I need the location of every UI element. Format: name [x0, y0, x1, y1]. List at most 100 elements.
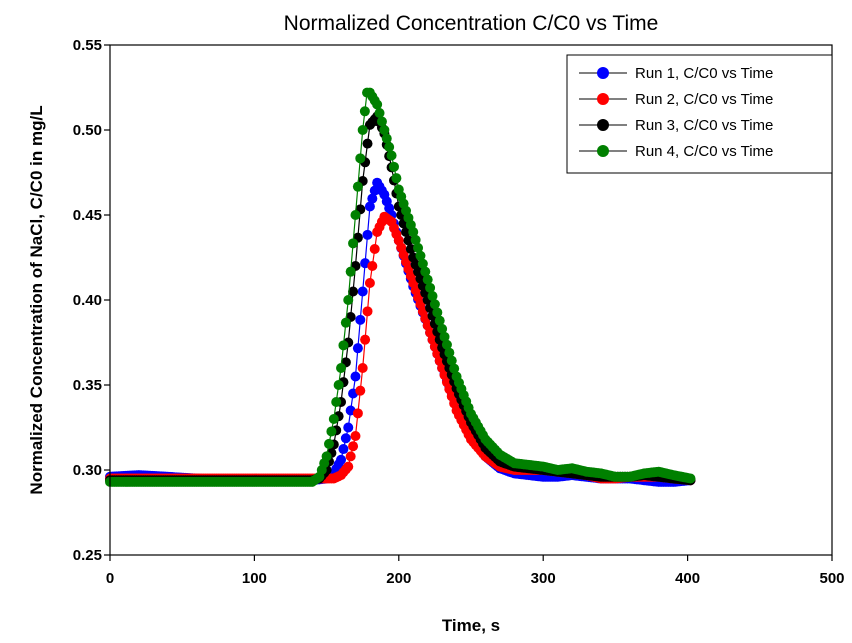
x-tick-label: 500 — [819, 570, 844, 587]
data-point — [345, 266, 356, 277]
legend-label: Run 1, C/C0 vs Time — [635, 65, 773, 82]
x-tick-label: 400 — [675, 570, 700, 587]
data-point — [367, 261, 378, 271]
data-point — [362, 229, 373, 240]
legend: Run 1, C/C0 vs Time Run 2, C/C0 vs Time Ru… — [566, 54, 833, 174]
legend-item: Run 2, C/C0 vs Time — [579, 91, 773, 108]
data-point — [331, 397, 342, 407]
series-4 — [105, 87, 696, 487]
series-2 — [105, 211, 696, 486]
data-point — [427, 291, 438, 302]
data-point — [355, 314, 366, 325]
data-point — [413, 242, 424, 253]
legend-item: Run 4, C/C0 vs Time — [579, 143, 773, 160]
y-tick-label: 0.55 — [73, 37, 102, 54]
data-point — [685, 473, 696, 484]
data-point — [376, 116, 387, 127]
legend-label: Run 2, C/C0 vs Time — [635, 91, 773, 108]
data-point — [340, 433, 351, 444]
data-point — [357, 363, 368, 373]
data-point — [343, 461, 354, 472]
data-point — [352, 408, 363, 419]
data-point — [415, 250, 426, 261]
legend-marker — [597, 119, 609, 131]
series-line — [109, 181, 691, 483]
legend-item: Run 3, C/C0 vs Time — [579, 117, 773, 134]
data-point — [425, 282, 436, 293]
data-point — [350, 431, 361, 441]
y-tick-label: 0.30 — [73, 462, 102, 479]
data-point — [326, 426, 337, 437]
data-point — [381, 133, 392, 144]
x-axis-label: Time, s — [442, 616, 500, 635]
legend-item: Run 1, C/C0 vs Time — [579, 65, 773, 82]
y-tick-label: 0.35 — [73, 377, 102, 394]
data-point — [355, 385, 366, 396]
data-point — [403, 235, 414, 246]
data-point — [336, 363, 347, 373]
data-point — [350, 210, 361, 220]
data-point — [357, 125, 368, 135]
data-point — [348, 286, 359, 297]
data-point — [369, 244, 380, 254]
data-point — [364, 201, 375, 212]
legend-marker — [597, 145, 609, 157]
data-point — [388, 161, 399, 172]
data-point — [340, 317, 351, 328]
x-tick-label: 0 — [106, 570, 114, 587]
legend-label: Run 3, C/C0 vs Time — [635, 117, 773, 134]
data-point — [391, 173, 402, 184]
data-point — [343, 295, 354, 305]
data-point — [345, 451, 356, 462]
y-tick-label: 0.45 — [73, 207, 102, 224]
data-point — [362, 306, 373, 317]
data-point — [352, 181, 363, 192]
data-point — [338, 444, 349, 455]
legend-box — [566, 54, 833, 174]
data-point — [437, 323, 448, 334]
data-point — [348, 238, 359, 249]
data-point — [446, 355, 457, 366]
data-point — [359, 106, 370, 117]
data-point — [333, 380, 344, 390]
y-axis-label: Normalized Concentration of NaCl, C/C0 i… — [27, 105, 46, 494]
data-point — [449, 363, 460, 374]
data-point — [401, 227, 412, 237]
data-point — [355, 153, 366, 164]
data-point — [336, 454, 347, 465]
data-point — [429, 299, 440, 310]
x-tick-label: 200 — [386, 570, 411, 587]
data-point — [348, 441, 359, 452]
data-point — [352, 343, 363, 354]
data-point — [444, 347, 455, 358]
legend-label: Run 4, C/C0 vs Time — [635, 143, 773, 160]
legend-marker — [597, 67, 609, 79]
data-point — [420, 266, 431, 277]
x-tick-label: 300 — [531, 570, 556, 587]
data-point — [338, 340, 349, 351]
axis-ticks: 0 100 200 300 400 500 0.25 0.30 0.35 0.40 0.45 0.50… — [73, 37, 845, 587]
data-point — [372, 99, 383, 110]
data-point — [432, 307, 443, 318]
data-point — [362, 138, 373, 149]
data-point — [350, 371, 361, 382]
data-point — [328, 414, 339, 424]
y-tick-label: 0.25 — [73, 547, 102, 564]
chart-title: Normalized Concentration C/C0 vs Time — [284, 12, 659, 35]
legend-marker — [597, 93, 609, 105]
y-tick-label: 0.50 — [73, 122, 102, 139]
data-point — [386, 150, 397, 161]
data-point — [321, 451, 332, 462]
data-point — [324, 438, 335, 449]
plot-area — [105, 87, 696, 487]
data-point — [384, 142, 395, 152]
data-point — [439, 331, 450, 342]
data-point — [434, 315, 445, 326]
data-point — [360, 334, 371, 345]
data-point — [367, 193, 378, 204]
data-point — [441, 339, 452, 350]
data-point — [364, 278, 375, 288]
data-point — [374, 108, 385, 118]
x-tick-label: 100 — [242, 570, 267, 587]
